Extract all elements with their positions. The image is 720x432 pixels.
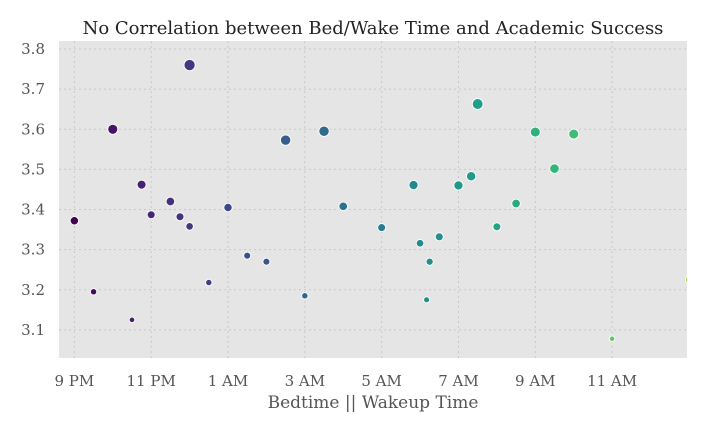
data-point (415, 238, 425, 248)
data-point (223, 202, 233, 213)
data-point (69, 216, 80, 226)
data-point (423, 296, 431, 304)
data-point (684, 276, 687, 284)
y-tick-label: 3.7 (21, 80, 45, 98)
x-tick-label: 5 AM (361, 372, 402, 390)
data-point (136, 179, 147, 190)
x-tick-label: 11 PM (127, 372, 176, 390)
data-point (146, 210, 156, 220)
data-point (471, 98, 484, 110)
plot-area (59, 41, 687, 358)
x-tick-label: 7 AM (438, 372, 479, 390)
data-point (318, 125, 330, 137)
data-point (107, 123, 119, 135)
data-point (89, 288, 98, 296)
data-point (205, 278, 213, 287)
data-point (453, 180, 464, 191)
data-point (425, 257, 434, 266)
data-point (128, 316, 136, 324)
y-axis-ticks: 3.1 3.2 3.3 3.4 3.5 3.6 3.7 3.8 (21, 40, 45, 339)
data-point (377, 223, 387, 233)
data-point (175, 212, 185, 222)
data-point (408, 180, 419, 191)
data-point (165, 196, 176, 207)
y-tick-label: 3.5 (21, 160, 45, 178)
x-axis-label: Bedtime || Wakeup Time (268, 393, 479, 413)
x-tick-label: 11 AM (587, 372, 637, 390)
chart-title: No Correlation between Bed/Wake Time and… (83, 18, 664, 39)
data-point (338, 201, 348, 212)
y-tick-label: 3.8 (21, 40, 45, 58)
data-point (185, 222, 194, 231)
x-tick-label: 9 AM (515, 372, 556, 390)
y-tick-label: 3.3 (21, 241, 45, 259)
data-points (69, 59, 687, 342)
data-point (568, 128, 580, 140)
data-point (608, 335, 616, 342)
data-point (434, 232, 444, 242)
y-tick-label: 3.4 (21, 201, 45, 219)
data-point (243, 251, 252, 260)
x-tick-label: 9 PM (54, 372, 94, 390)
data-point (465, 171, 477, 182)
x-axis-ticks: 9 PM 11 PM 1 AM 3 AM 5 AM 7 AM 9 AM 11 AM (54, 372, 637, 390)
x-tick-label: 1 AM (208, 372, 249, 390)
x-tick-label: 3 AM (285, 372, 326, 390)
data-point (549, 163, 560, 174)
y-tick-label: 3.1 (21, 321, 45, 339)
data-point (492, 222, 502, 232)
data-point (301, 292, 309, 300)
data-point (262, 257, 271, 266)
y-tick-label: 3.2 (21, 281, 45, 299)
data-point (183, 59, 196, 72)
y-tick-label: 3.6 (21, 120, 45, 138)
data-point (279, 134, 292, 146)
data-point (529, 126, 541, 138)
data-point (511, 198, 521, 209)
